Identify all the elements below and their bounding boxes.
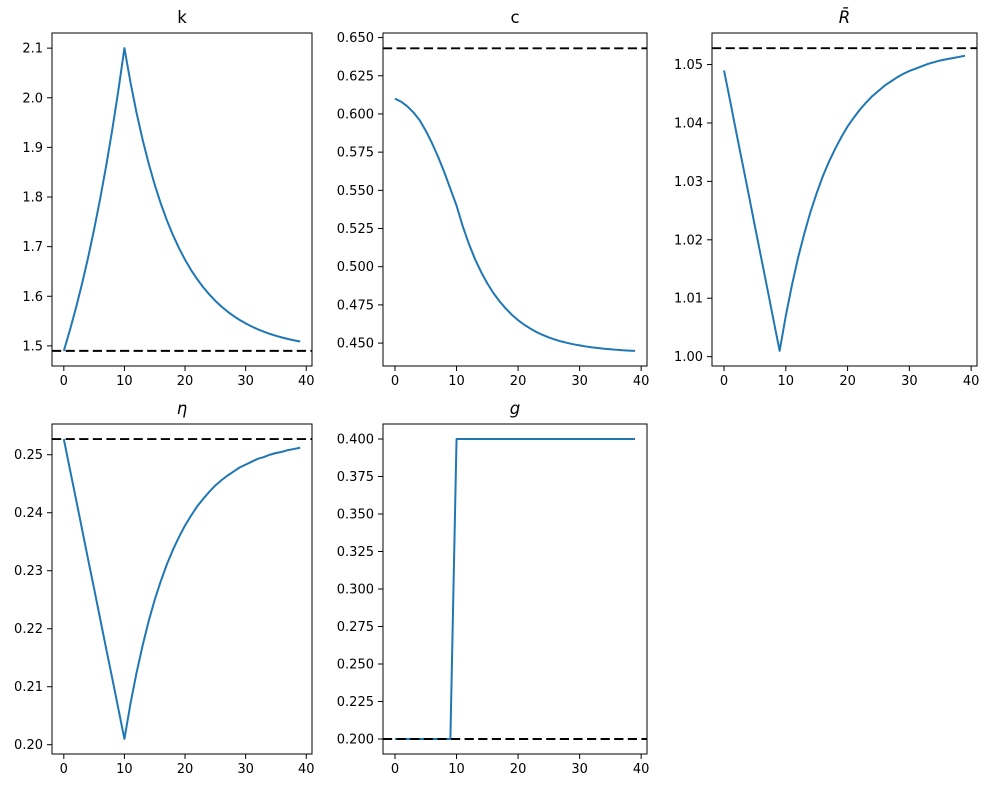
y-tick-label: 0.300 <box>337 583 374 598</box>
y-tick-label: 0.25 <box>14 448 43 463</box>
subplot-k: 1.5 1.6 1.7 1.8 1.9 2.0 2.1 0 10 20 30 40 k <box>22 8 314 389</box>
y-tick-label: 0.525 <box>337 222 374 237</box>
subplot-g: 0.200 0.225 0.250 0.275 0.300 0.325 0.350 0.375… <box>337 399 650 777</box>
y-tick-label: 2.1 <box>22 42 43 57</box>
y-tick-label: 0.275 <box>337 620 374 635</box>
subplot-title-g: g <box>510 399 520 418</box>
subplot-eta: 0.20 0.21 0.22 0.23 0.24 0.25 0 10 20 30 40 η <box>14 399 314 777</box>
y-tick-label: 0.550 <box>337 184 374 199</box>
y-tick-label: 1.05 <box>674 58 703 73</box>
y-tick-label: 1.00 <box>674 350 703 365</box>
y-tick-label: 0.23 <box>14 564 43 579</box>
series-line-c <box>394 97 636 352</box>
y-tick-label: 0.400 <box>337 433 374 448</box>
series-line-rbar <box>723 54 966 352</box>
y-tick-label: 0.650 <box>337 31 374 46</box>
x-tick-label: 30 <box>901 374 918 389</box>
subplot-title-rbar: R̄ <box>839 8 850 27</box>
y-tick-label: 1.03 <box>674 175 703 190</box>
y-tick-label: 0.350 <box>337 508 374 523</box>
y-tick-label: 0.475 <box>337 298 374 313</box>
y-tick-label: 0.22 <box>14 622 43 637</box>
y-tick-label: 0.625 <box>337 69 374 84</box>
x-tick-label: 40 <box>963 374 980 389</box>
x-tick-label: 0 <box>60 374 68 389</box>
y-tick-label: 1.01 <box>674 292 703 307</box>
series-line-g <box>395 438 635 740</box>
x-tick-label: 20 <box>510 374 527 389</box>
axes-spines <box>711 32 978 367</box>
x-tick-label: 10 <box>448 374 465 389</box>
y-tick-label: 1.02 <box>674 233 703 248</box>
x-tick-label: 20 <box>177 762 194 777</box>
y-tick-label: 0.375 <box>337 470 374 485</box>
x-tick-label: 20 <box>177 374 194 389</box>
x-tick-label: 30 <box>237 374 254 389</box>
y-tick-label: 2.0 <box>22 91 43 106</box>
x-tick-label: 10 <box>116 762 133 777</box>
axes-spines <box>382 32 648 367</box>
subplot-title-k: k <box>177 8 187 27</box>
subplot-title-c: c <box>510 8 519 27</box>
y-tick-label: 0.24 <box>14 506 43 521</box>
axes-spines <box>51 32 313 367</box>
x-tick-label: 40 <box>633 762 650 777</box>
x-tick-label: 10 <box>116 374 133 389</box>
axes-spines <box>382 423 648 755</box>
y-tick-label: 0.21 <box>14 680 43 695</box>
x-tick-label: 30 <box>237 762 254 777</box>
series-line-k <box>62 47 301 352</box>
y-tick-label: 0.20 <box>14 738 43 753</box>
x-tick-label: 40 <box>298 374 315 389</box>
x-tick-label: 0 <box>720 374 728 389</box>
x-tick-label: 20 <box>839 374 856 389</box>
y-tick-label: 1.8 <box>22 191 43 206</box>
x-tick-label: 40 <box>633 374 650 389</box>
x-tick-label: 40 <box>298 762 315 777</box>
y-tick-label: 0.325 <box>337 545 374 560</box>
y-tick-label: 1.6 <box>22 290 43 305</box>
x-tick-label: 0 <box>60 762 68 777</box>
y-tick-label: 0.500 <box>337 260 374 275</box>
axes-spines <box>51 423 313 755</box>
y-tick-label: 1.04 <box>674 116 703 131</box>
subplot-rbar: 1.00 1.01 1.02 1.03 1.04 1.05 0 10 20 30 40 R̄ <box>674 8 979 389</box>
y-tick-label: 0.450 <box>337 337 374 352</box>
y-tick-label: 1.5 <box>22 339 43 354</box>
y-tick-label: 0.225 <box>337 695 374 710</box>
x-tick-label: 0 <box>391 762 399 777</box>
x-tick-label: 10 <box>778 374 795 389</box>
y-tick-label: 0.200 <box>337 733 374 748</box>
subplot-title-eta: η <box>177 399 187 418</box>
y-tick-label: 0.575 <box>337 146 374 161</box>
x-tick-label: 10 <box>448 762 465 777</box>
y-tick-label: 0.600 <box>337 107 374 122</box>
y-tick-label: 0.250 <box>337 658 374 673</box>
subplot-c: 0.450 0.475 0.500 0.525 0.550 0.575 0.600 0.625… <box>337 8 650 389</box>
x-tick-label: 30 <box>571 374 588 389</box>
x-tick-label: 30 <box>571 762 588 777</box>
y-tick-label: 1.7 <box>22 240 43 255</box>
y-tick-label: 1.9 <box>22 141 43 156</box>
x-tick-label: 0 <box>391 374 399 389</box>
x-tick-label: 20 <box>510 762 527 777</box>
series-line-eta <box>62 438 301 740</box>
